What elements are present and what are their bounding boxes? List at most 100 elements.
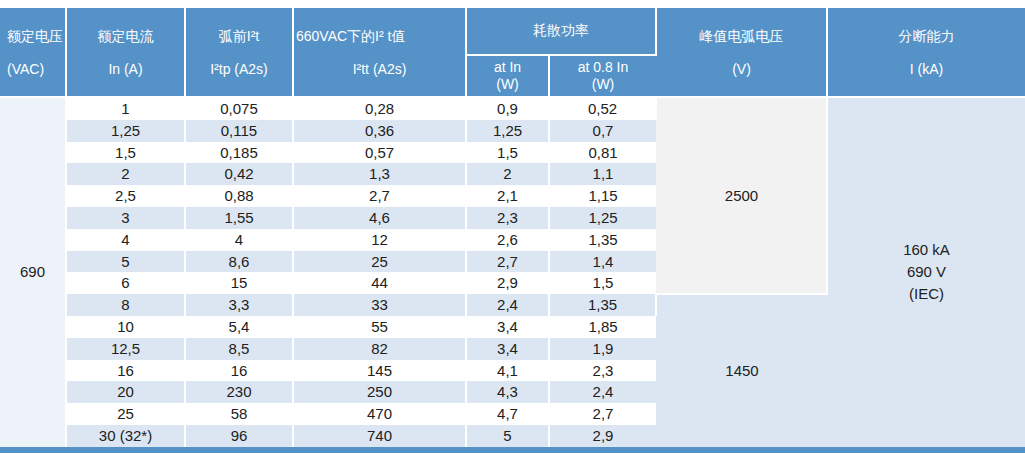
cell-i2tt: 145: [293, 360, 466, 382]
cell-i2tt: 470: [293, 403, 466, 425]
cell-rated-current: 3: [66, 207, 185, 229]
cell-i2tp: 58: [185, 403, 293, 425]
cell-power-at-08in: 1,4: [549, 251, 656, 273]
header-peak-arc-unit: (V): [657, 61, 826, 77]
cell-i2tt: 0,57: [293, 142, 466, 164]
table-body: 69010,0750,280,90,522500160 kA690 V(IEC)…: [0, 97, 1025, 450]
cell-power-at-in: 2,1: [466, 185, 549, 207]
cell-rated-current: 10: [66, 316, 185, 338]
cell-i2tp: 8,6: [185, 251, 293, 273]
cell-i2tt: 0,36: [293, 120, 466, 142]
cell-rated-current: 16: [66, 360, 185, 382]
cell-power-at-08in: 0,52: [549, 97, 656, 120]
cell-power-at-08in: 1,5: [549, 272, 656, 294]
cell-power-at-08in: 2,9: [549, 425, 656, 450]
header-prearc-unit: I²tp (A2s): [186, 61, 292, 77]
header-power-at-in-line2: (W): [467, 76, 548, 93]
cell-i2tp: 5,4: [185, 316, 293, 338]
cell-power-at-08in: 1,9: [549, 338, 656, 360]
breaking-capacity-line: 690 V: [828, 261, 1025, 283]
cell-power-at-08in: 1,15: [549, 185, 656, 207]
merged-peak-arc-2500-cell: 2500: [656, 97, 827, 294]
cell-i2tp: 8,5: [185, 338, 293, 360]
cell-rated-current: 2: [66, 163, 185, 185]
cell-i2tt: 25: [293, 251, 466, 273]
cell-i2tp: 230: [185, 381, 293, 403]
cell-i2tt: 250: [293, 381, 466, 403]
cell-rated-current: 20: [66, 381, 185, 403]
cell-i2tp: 0,88: [185, 185, 293, 207]
cell-i2tp: 96: [185, 425, 293, 450]
breaking-capacity-line: (IEC): [828, 283, 1025, 305]
cell-power-at-08in: 2,4: [549, 381, 656, 403]
cell-power-at-in: 0,9: [466, 97, 549, 120]
cell-i2tp: 0,115: [185, 120, 293, 142]
cell-i2tt: 82: [293, 338, 466, 360]
header-breaking-unit: I (kA): [828, 61, 1025, 77]
cell-power-at-in: 3,4: [466, 338, 549, 360]
cell-power-at-08in: 1,35: [549, 229, 656, 251]
cell-power-at-in: 2,3: [466, 207, 549, 229]
cell-i2tt: 0,28: [293, 97, 466, 120]
cell-power-at-in: 5: [466, 425, 549, 450]
header-power-at-08in-line1: at 0.8 In: [550, 59, 656, 76]
cell-power-at-08in: 2,3: [549, 360, 656, 382]
cell-i2tt: 1,3: [293, 163, 466, 185]
header-breaking-title: 分断能力: [828, 28, 1025, 44]
cell-power-at-in: 2,9: [466, 272, 549, 294]
header-power-dissipation: 耗散功率: [466, 8, 656, 55]
cell-i2tp: 0,185: [185, 142, 293, 164]
cell-i2tp: 1,55: [185, 207, 293, 229]
header-power-dissipation-title: 耗散功率: [533, 22, 589, 38]
table-header: 额定电压 (VAC) 额定电流 In (A) 弧前I²t I²tp (A2s): [0, 8, 1025, 97]
cell-i2tp: 3,3: [185, 294, 293, 316]
cell-i2tt: 33: [293, 294, 466, 316]
cell-i2tp: 15: [185, 272, 293, 294]
cell-i2tp: 0,42: [185, 163, 293, 185]
cell-power-at-08in: 1,1: [549, 163, 656, 185]
header-rated-current: 额定电流 In (A): [66, 8, 185, 97]
header-power-at-in-line1: at In: [467, 59, 548, 76]
header-peak-arc-voltage: 峰值电弧电压 (V): [656, 8, 827, 97]
cell-power-at-in: 2,4: [466, 294, 549, 316]
cell-i2tp: 0,075: [185, 97, 293, 120]
header-breaking-capacity: 分断能力 I (kA): [827, 8, 1025, 97]
cell-power-at-08in: 1,85: [549, 316, 656, 338]
merged-rated-voltage-cell: 690: [0, 97, 66, 450]
header-rated-voltage-unit: (VAC): [0, 61, 65, 77]
cell-i2tt: 12: [293, 229, 466, 251]
cell-power-at-in: 1,25: [466, 120, 549, 142]
cell-power-at-in: 4,7: [466, 403, 549, 425]
header-prearc-i2t: 弧前I²t I²tp (A2s): [185, 8, 293, 97]
cell-power-at-in: 3,4: [466, 316, 549, 338]
cell-power-at-in: 4,1: [466, 360, 549, 382]
cell-i2tt: 740: [293, 425, 466, 450]
header-i2t-660vac-title: 660VAC下的I² t值: [294, 28, 465, 44]
header-power-at-in: at In (W): [466, 55, 549, 97]
header-rated-voltage-title: 额定电压: [0, 28, 65, 44]
cell-rated-current: 5: [66, 251, 185, 273]
cell-rated-current: 12,5: [66, 338, 185, 360]
cell-power-at-08in: 0,81: [549, 142, 656, 164]
header-power-at-08in: at 0.8 In (W): [549, 55, 656, 97]
cell-power-at-in: 2: [466, 163, 549, 185]
breaking-capacity-line: 160 kA: [828, 239, 1025, 261]
header-rated-current-title: 额定电流: [67, 28, 184, 44]
cell-rated-current: 8: [66, 294, 185, 316]
cell-power-at-08in: 1,35: [549, 294, 656, 316]
cell-power-at-in: 4,3: [466, 381, 549, 403]
merged-breaking-capacity-cell: 160 kA690 V(IEC): [827, 97, 1025, 450]
header-power-at-08in-line2: (W): [550, 76, 656, 93]
cell-power-at-in: 2,6: [466, 229, 549, 251]
cell-i2tp: 4: [185, 229, 293, 251]
cell-power-at-08in: 1,25: [549, 207, 656, 229]
cell-rated-current: 4: [66, 229, 185, 251]
cell-rated-current: 1,25: [66, 120, 185, 142]
cell-rated-current: 25: [66, 403, 185, 425]
cell-i2tt: 4,6: [293, 207, 466, 229]
fuse-spec-page: 额定电压 (VAC) 额定电流 In (A) 弧前I²t I²tp (A2s): [0, 0, 1025, 454]
header-peak-arc-title: 峰值电弧电压: [657, 28, 826, 44]
header-i2t-660vac-unit: I²tt (A2s): [294, 61, 465, 77]
header-rated-current-unit: In (A): [67, 61, 184, 77]
cell-power-at-08in: 0,7: [549, 120, 656, 142]
